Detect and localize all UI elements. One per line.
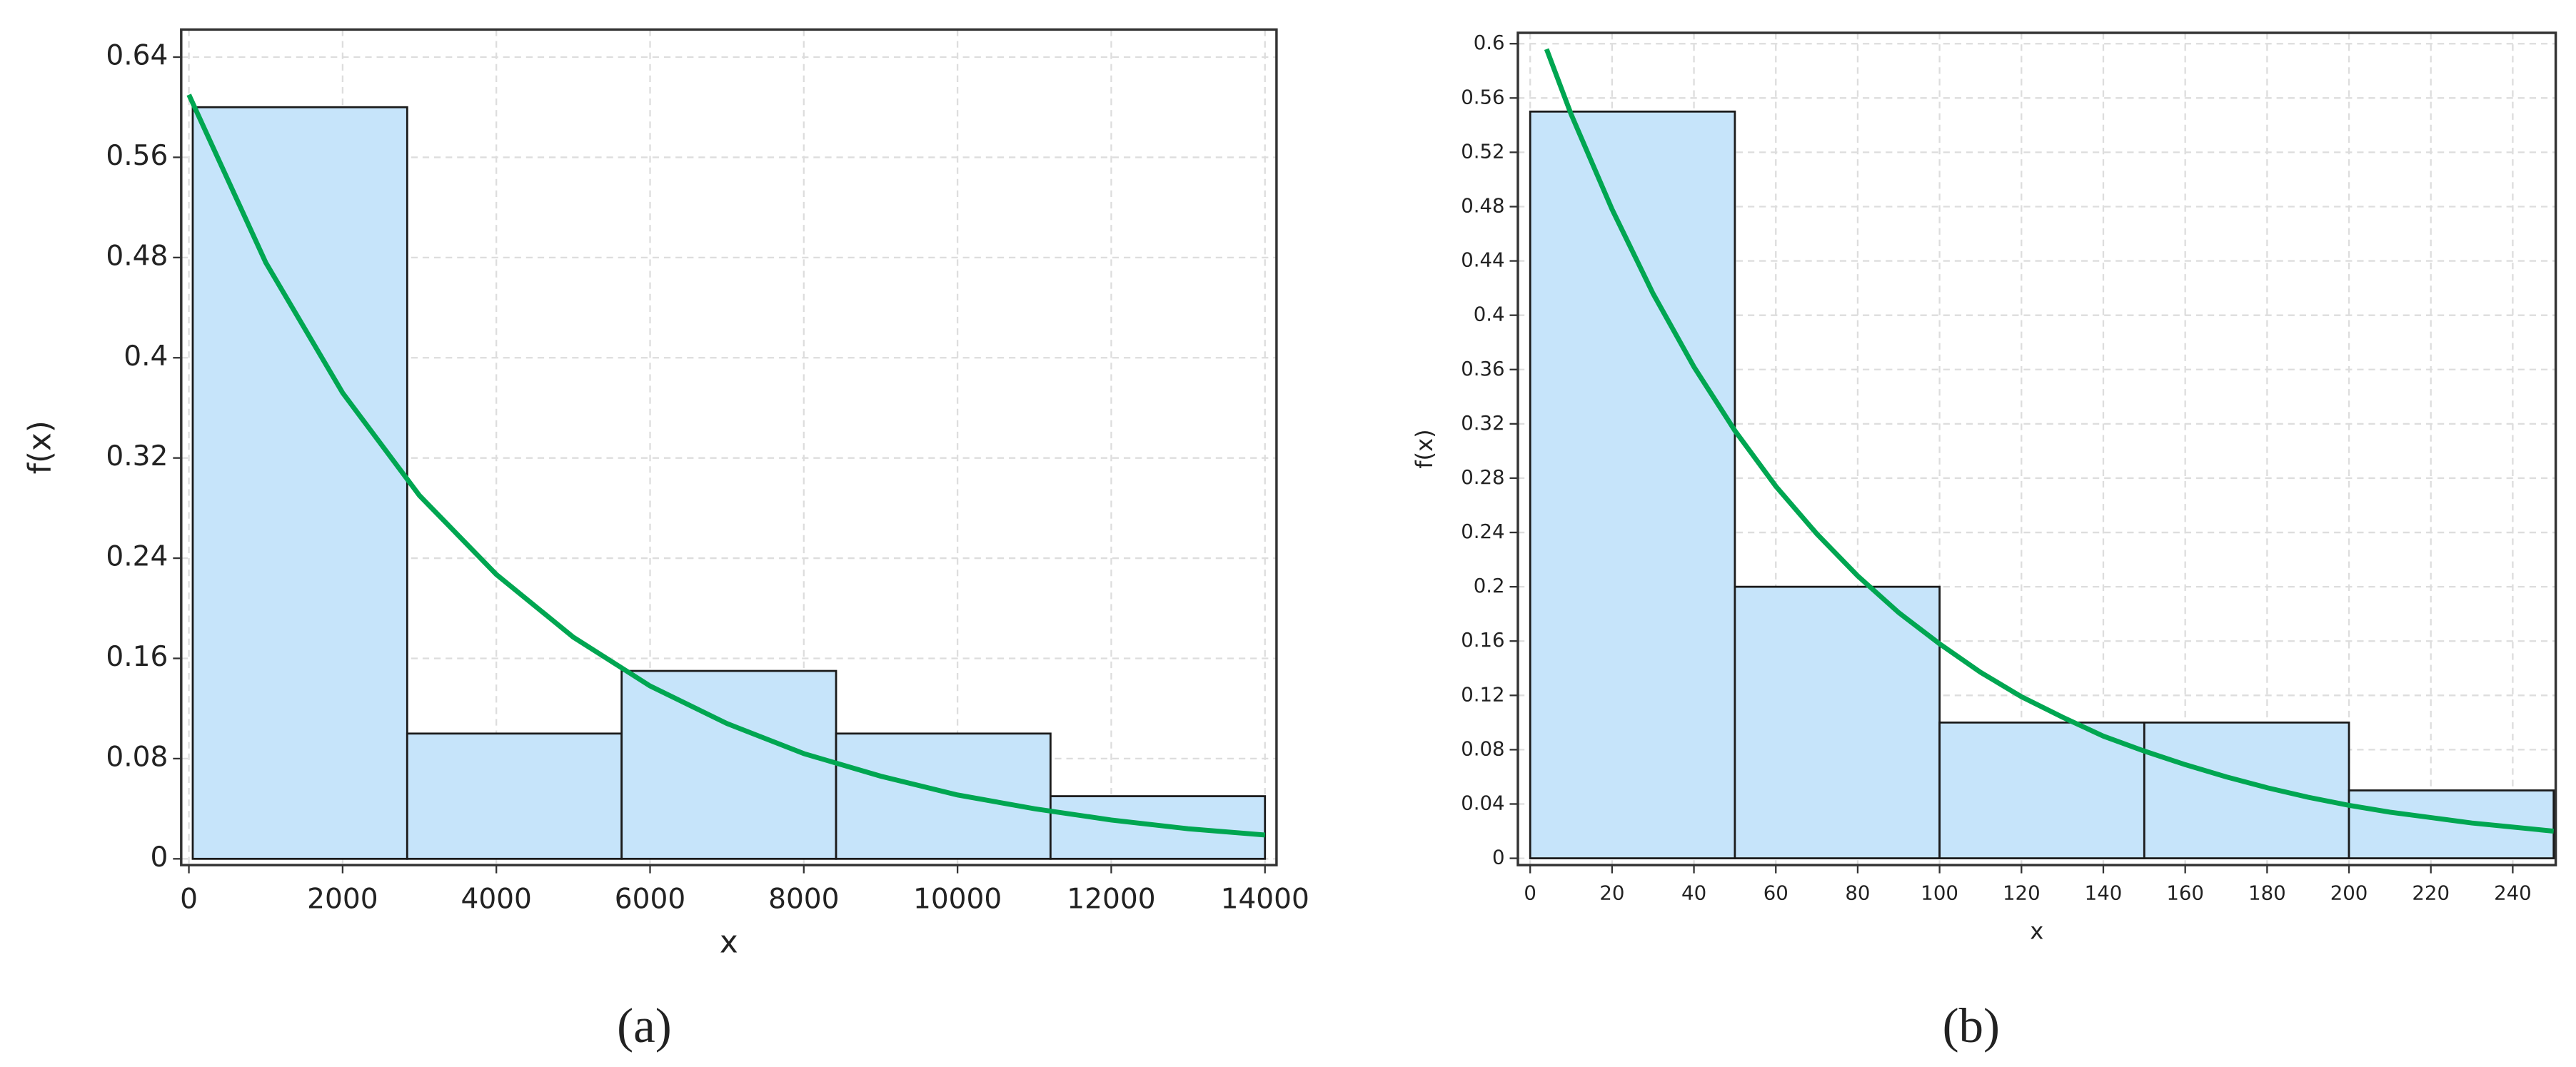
x-tick-label: 14000 — [1221, 883, 1309, 915]
y-axis-label: f(x) — [21, 420, 58, 474]
histogram-bar — [1734, 585, 1941, 859]
histogram-bar — [1938, 721, 2145, 859]
x-tick-label: 0 — [1524, 881, 1536, 905]
x-tick-label: 140 — [2085, 881, 2123, 905]
x-tick-label: 160 — [2166, 881, 2204, 905]
y-tick-label: 0.04 — [1461, 791, 1504, 814]
x-tick-label: 8000 — [768, 883, 839, 915]
x-tick-label: 2000 — [307, 883, 378, 915]
x-tick-label: 60 — [1764, 881, 1788, 905]
y-tick-label: 0.6 — [1474, 31, 1505, 54]
x-tick-label: 6000 — [615, 883, 685, 915]
x-tick-label: 220 — [2412, 881, 2450, 905]
x-axis-label: x — [2030, 917, 2043, 944]
y-tick-label: 0.36 — [1461, 357, 1504, 380]
histogram-bar — [406, 732, 623, 860]
y-tick-label: 0 — [151, 841, 168, 874]
caption: (a) — [617, 998, 672, 1053]
y-tick-label: 0 — [1492, 846, 1505, 869]
y-tick-label: 0.24 — [1461, 520, 1504, 543]
fitted-curve — [1544, 48, 2555, 834]
histogram-bar — [835, 732, 1052, 860]
y-tick-label: 0.64 — [106, 40, 168, 72]
plot-frame — [180, 28, 1278, 866]
histogram-bar — [620, 669, 837, 860]
y-tick-label: 0.24 — [106, 541, 168, 573]
y-tick-label: 0.16 — [1461, 628, 1504, 652]
y-tick-label: 0.08 — [1461, 737, 1504, 760]
x-tick-label: 20 — [1599, 881, 1624, 905]
caption: (b) — [1943, 998, 2000, 1053]
x-tick-label: 120 — [2003, 881, 2041, 905]
x-axis-label: x — [720, 924, 738, 961]
y-tick-label: 0.56 — [1461, 85, 1504, 108]
y-tick-label: 0.32 — [1461, 411, 1504, 435]
x-tick-label: 200 — [2330, 881, 2368, 905]
x-tick-label: 40 — [1681, 881, 1706, 905]
y-axis-label: f(x) — [1411, 429, 1438, 469]
x-tick-label: 0 — [180, 883, 198, 915]
histogram-bar — [2348, 789, 2555, 859]
fitted-curve — [186, 93, 1266, 838]
x-tick-label: 12000 — [1067, 883, 1155, 915]
histogram-bar — [191, 106, 408, 860]
y-tick-label: 0.16 — [106, 641, 168, 673]
y-tick-label: 0.56 — [106, 140, 168, 172]
x-tick-label: 80 — [1845, 881, 1870, 905]
histogram-bar — [2143, 721, 2350, 859]
y-tick-label: 0.08 — [106, 741, 168, 773]
y-tick-label: 0.44 — [1461, 248, 1504, 272]
x-tick-label: 240 — [2494, 881, 2532, 905]
y-tick-label: 0.48 — [106, 240, 168, 272]
x-tick-label: 4000 — [461, 883, 531, 915]
x-tick-label: 10000 — [913, 883, 1002, 915]
y-tick-label: 0.4 — [1474, 303, 1505, 326]
x-tick-label: 100 — [1921, 881, 1958, 905]
y-tick-label: 0.4 — [124, 340, 168, 373]
plot-frame — [1516, 31, 2557, 866]
y-tick-label: 0.48 — [1461, 193, 1504, 217]
y-tick-label: 0.2 — [1474, 574, 1505, 597]
x-tick-label: 180 — [2248, 881, 2286, 905]
y-tick-label: 0.32 — [106, 440, 168, 472]
histogram-bar — [1529, 110, 1736, 859]
y-tick-label: 0.12 — [1461, 682, 1504, 706]
y-tick-label: 0.52 — [1461, 139, 1504, 163]
y-tick-label: 0.28 — [1461, 465, 1504, 489]
